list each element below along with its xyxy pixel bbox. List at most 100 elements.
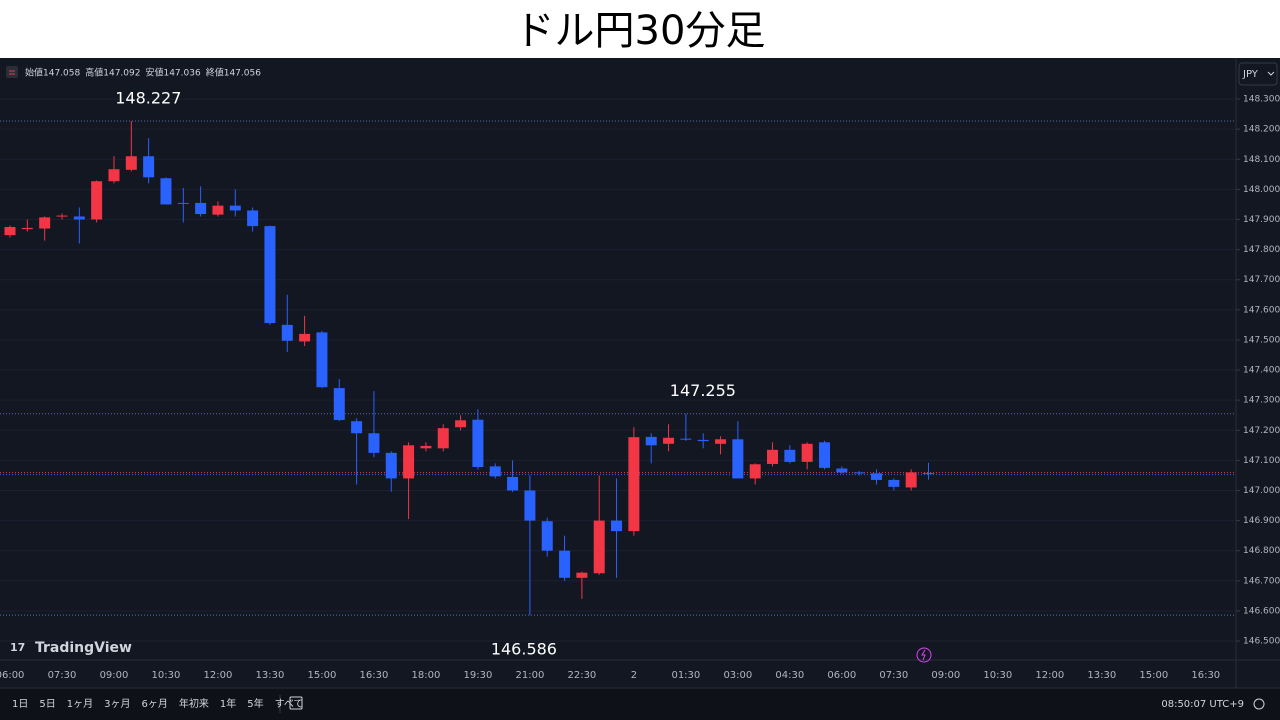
- x-tick-label: 2: [631, 670, 637, 681]
- y-tick-label: 147.600: [1243, 305, 1280, 315]
- x-tick-label: 16:30: [360, 670, 389, 681]
- watermark: TradingView: [35, 640, 132, 656]
- candle-body: [420, 445, 432, 449]
- candle-body: [437, 428, 449, 449]
- candle-body: [836, 468, 848, 473]
- date-range-icon[interactable]: [289, 696, 303, 710]
- alert-icon[interactable]: [916, 647, 932, 663]
- x-tick-label: 12:00: [1035, 670, 1064, 681]
- candle-body: [715, 439, 727, 444]
- legend-icon[interactable]: [6, 66, 18, 78]
- legend-value: 147.092: [103, 69, 140, 79]
- candle-body: [73, 216, 85, 220]
- x-tick-label: 09:00: [931, 670, 960, 681]
- range-button[interactable]: 1日: [12, 699, 28, 710]
- candle-body: [212, 205, 224, 215]
- x-tick-label: 15:00: [308, 670, 337, 681]
- candle-body: [628, 437, 640, 532]
- candle-body: [732, 439, 744, 479]
- toolbar-background: [0, 688, 1280, 720]
- candle-body: [195, 202, 207, 215]
- chart: JPY 17 TradingView 146.500 146.600 146.700…: [0, 58, 1280, 720]
- candle-body: [455, 420, 467, 428]
- candle-body: [333, 388, 345, 421]
- currency-button[interactable]: [1238, 62, 1278, 86]
- currency-label: JPY: [1242, 69, 1259, 80]
- candle-body: [680, 438, 692, 440]
- x-tick-label: 19:30: [463, 670, 492, 681]
- y-tick-label: 148.100: [1243, 155, 1280, 165]
- y-tick-label: 147.500: [1243, 335, 1280, 345]
- x-tick-label: 10:30: [983, 670, 1012, 681]
- candle-body: [767, 449, 779, 464]
- low-annotation: 146.586: [491, 640, 557, 659]
- range-button[interactable]: 5日: [39, 699, 55, 710]
- y-tick-label: 147.300: [1243, 396, 1280, 406]
- candle-body: [749, 464, 761, 479]
- range-button[interactable]: すべて: [275, 698, 304, 710]
- candle-body: [559, 550, 571, 578]
- candle-body: [871, 473, 882, 480]
- range-button[interactable]: 5年: [247, 697, 263, 710]
- candle-body: [888, 479, 900, 487]
- y-tick-label: 147.000: [1243, 486, 1280, 496]
- range-button[interactable]: 1ヶ月: [67, 698, 93, 710]
- candle-body: [143, 156, 155, 178]
- range-button[interactable]: 3ヶ月: [104, 698, 130, 710]
- candle-body: [351, 421, 363, 434]
- candle-body: [177, 202, 189, 204]
- y-tick-label: 148.000: [1243, 185, 1280, 195]
- x-tick-label: 01:30: [671, 670, 700, 681]
- y-tick-label: 147.400: [1243, 366, 1280, 376]
- range-button[interactable]: 1年: [220, 697, 236, 710]
- candle-body: [784, 449, 796, 462]
- y-tick-label: 147.100: [1243, 456, 1280, 466]
- legend-value: 147.036: [163, 69, 200, 79]
- candle-body: [507, 476, 519, 491]
- y-tick-label: 146.700: [1243, 576, 1280, 586]
- x-tick-label: 13:30: [256, 670, 285, 681]
- candle-body: [247, 210, 259, 227]
- candle-body: [576, 572, 588, 578]
- clock: 08:50:07 UTC+9: [1161, 699, 1244, 710]
- y-tick-label: 146.500: [1243, 637, 1280, 647]
- chart-title: ドル円30分足: [514, 8, 766, 54]
- candle-body: [39, 217, 51, 229]
- candle-body: [281, 324, 293, 341]
- y-tick-label: 147.700: [1243, 275, 1280, 285]
- candle-body: [4, 227, 16, 236]
- candle-body: [593, 520, 605, 574]
- candle-body: [403, 445, 415, 479]
- candle-body: [299, 333, 311, 342]
- candle-body: [368, 433, 380, 453]
- y-tick-label: 148.200: [1243, 125, 1280, 135]
- x-tick-label: 22:30: [567, 670, 596, 681]
- high-annotation: 147.255: [670, 381, 736, 400]
- candle-body: [697, 439, 709, 442]
- x-tick-label: 12:00: [204, 670, 233, 681]
- range-button[interactable]: 6ヶ月: [142, 698, 168, 710]
- x-tick-label: 07:30: [879, 670, 908, 681]
- candle-body: [524, 490, 536, 521]
- candle-body: [56, 215, 68, 217]
- candle-body: [316, 332, 328, 388]
- candle-body: [905, 472, 917, 488]
- y-tick-label: 147.200: [1243, 426, 1280, 436]
- currency-caret: [1267, 71, 1275, 76]
- candle-body: [663, 437, 675, 444]
- candle-body: [541, 521, 553, 551]
- candle-body: [160, 178, 172, 205]
- candle-body: [264, 226, 276, 324]
- logo-mark: 17: [10, 641, 25, 654]
- legend-label: 終値: [206, 67, 224, 79]
- x-tick-label: 15:00: [1139, 670, 1168, 681]
- candle-body: [645, 436, 657, 446]
- candle-body: [922, 473, 934, 475]
- range-button[interactable]: 年初来: [179, 697, 209, 710]
- x-tick-label: 21:00: [515, 670, 544, 681]
- candle-body: [853, 472, 865, 474]
- settings-icon[interactable]: [1253, 698, 1265, 710]
- legend-label: 安値: [145, 67, 163, 79]
- y-tick-label: 148.300: [1243, 95, 1280, 105]
